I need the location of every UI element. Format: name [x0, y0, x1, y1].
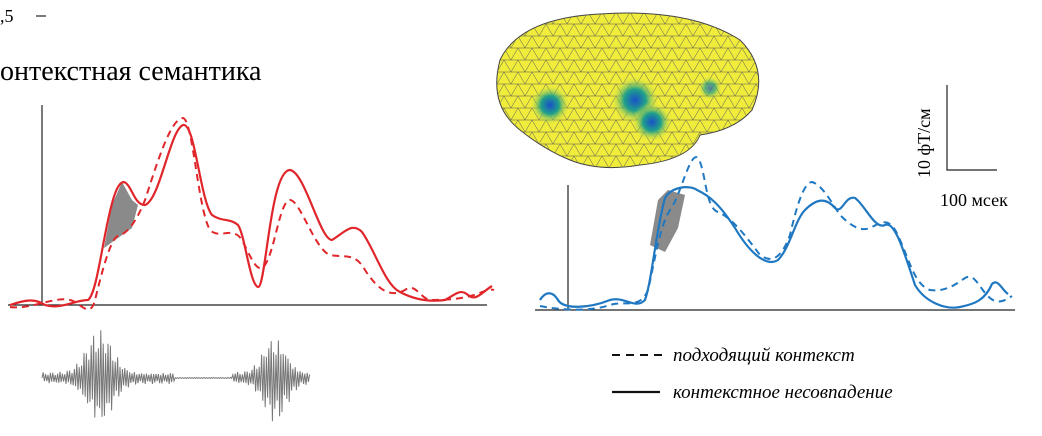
sound-waveform — [41, 330, 311, 422]
brain-surface — [496, 12, 760, 169]
left-panel — [8, 105, 495, 422]
shaded-area — [650, 190, 685, 252]
solid-curve — [539, 186, 1009, 309]
scale-bar: 10 фТ/см 100 мсек — [914, 85, 1008, 210]
scale-lines — [946, 85, 997, 171]
dashed-curve — [539, 156, 1013, 311]
scale-label-vertical: 10 фТ/см — [914, 108, 934, 178]
panel-title: онтекстная семантика — [0, 56, 262, 87]
legend: подходящий контекст контекстное несовпад… — [612, 345, 893, 403]
legend-label: контекстное несовпадение — [673, 382, 893, 403]
dashed-curve — [9, 116, 495, 311]
scale-label-horizontal: 100 мсек — [940, 190, 1008, 210]
tick-label: ,5 — [0, 6, 14, 26]
shaded-area — [104, 182, 138, 248]
legend-label: подходящий контекст — [673, 345, 855, 366]
right-panel — [535, 156, 1015, 311]
solid-curve — [9, 123, 493, 308]
